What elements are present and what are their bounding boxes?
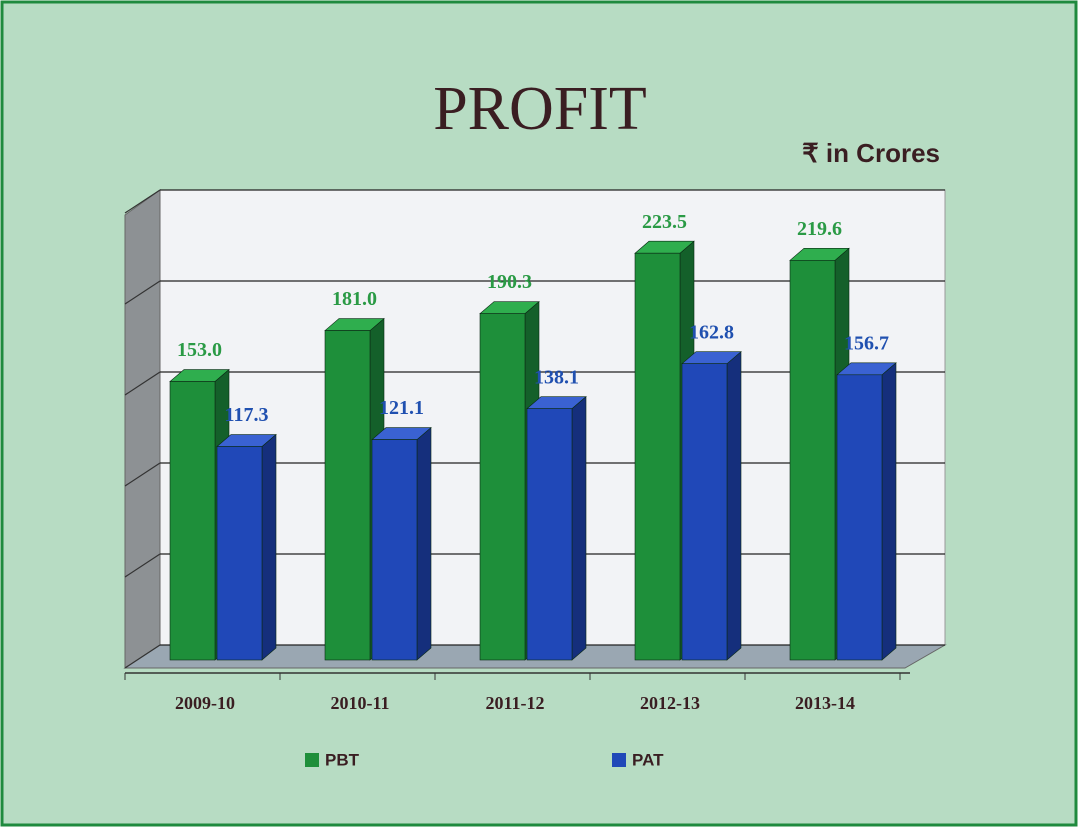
grid-line — [124, 371, 161, 396]
x-tick-label: 2012-13 — [640, 693, 700, 713]
data-label: 181.0 — [332, 288, 377, 310]
bar — [216, 446, 263, 661]
legend-swatch — [612, 753, 626, 767]
bar-side — [726, 351, 742, 661]
bar — [634, 252, 681, 661]
data-label: 223.5 — [642, 211, 687, 233]
bar-side — [416, 426, 432, 661]
bar — [681, 363, 728, 661]
x-tick-label: 2013-14 — [795, 693, 855, 713]
grid-line — [124, 462, 161, 487]
chart-title: PROFIT — [433, 75, 647, 143]
x-tick-label: 2009-10 — [175, 693, 235, 713]
legend-label: PAT — [632, 750, 664, 769]
x-tick-label: 2010-11 — [330, 693, 389, 713]
data-label: 162.8 — [689, 321, 734, 343]
subtitle: ₹ in Crores — [802, 138, 940, 168]
data-label: 138.1 — [534, 366, 579, 388]
data-label: 156.7 — [844, 332, 889, 354]
legend-label: PBT — [325, 750, 360, 769]
bar — [836, 374, 883, 661]
bar — [324, 330, 371, 661]
data-label: 219.6 — [797, 218, 842, 240]
bar — [169, 381, 216, 661]
grid-line — [124, 644, 161, 669]
grid-line — [124, 553, 161, 578]
legend-swatch — [305, 753, 319, 767]
data-label: 153.0 — [177, 339, 222, 361]
bar-side — [261, 433, 277, 661]
left-wall — [124, 189, 161, 669]
bar — [371, 439, 418, 661]
x-tick-label: 2011-12 — [485, 693, 544, 713]
bar — [526, 408, 573, 661]
grid-line — [124, 189, 161, 214]
bar — [789, 260, 836, 661]
bar-side — [881, 362, 897, 661]
data-label: 190.3 — [487, 271, 532, 293]
bar — [479, 313, 526, 661]
data-label: 121.1 — [379, 397, 424, 419]
bar-side — [571, 396, 587, 661]
data-label: 117.3 — [225, 404, 269, 426]
grid-line — [124, 280, 161, 305]
